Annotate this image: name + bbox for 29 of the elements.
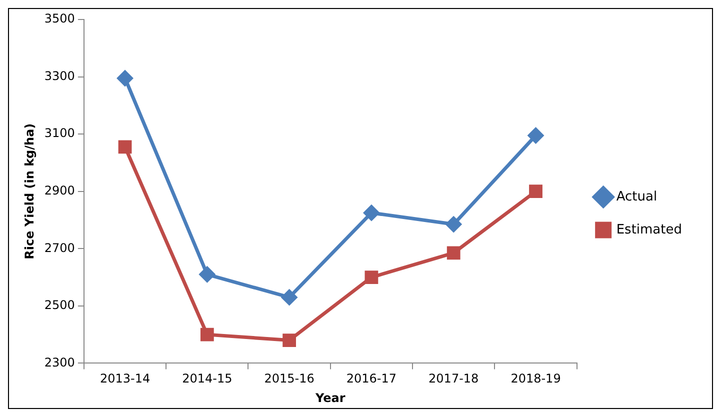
point: [118, 140, 132, 154]
y-tick-label: 2300: [44, 355, 75, 370]
x-tick-label: 2013-14: [100, 372, 150, 386]
point: [364, 205, 380, 221]
point: [200, 328, 214, 342]
point: [446, 216, 462, 232]
point: [199, 266, 215, 282]
x-tick-label: 2018-19: [510, 372, 561, 386]
x-axis-title: Year: [314, 390, 346, 405]
y-tick-label: 2900: [44, 183, 75, 198]
x-tick-label: 2014-15: [182, 372, 232, 386]
point: [364, 270, 378, 284]
x-tick-label: 2015-16: [264, 372, 314, 386]
point: [282, 334, 296, 347]
y-tick-label: 3100: [44, 126, 75, 140]
y-tick-label: 3300: [44, 68, 75, 83]
y-tick-label: 3500: [44, 12, 75, 26]
point: [446, 246, 460, 260]
legend-label: Estimated: [616, 222, 682, 238]
x-tick-label: 2016-17: [346, 372, 397, 386]
point: [528, 128, 544, 144]
y-axis-title: Rice Yield (in kg/ha): [22, 123, 36, 260]
y-tick-label: 2500: [44, 298, 75, 312]
point: [529, 184, 542, 198]
point: [282, 290, 298, 306]
x-tick-label: 2017-18: [428, 372, 479, 386]
legend-label: Actual: [616, 189, 658, 204]
point: [117, 70, 133, 86]
y-tick-label: 2700: [44, 240, 75, 255]
